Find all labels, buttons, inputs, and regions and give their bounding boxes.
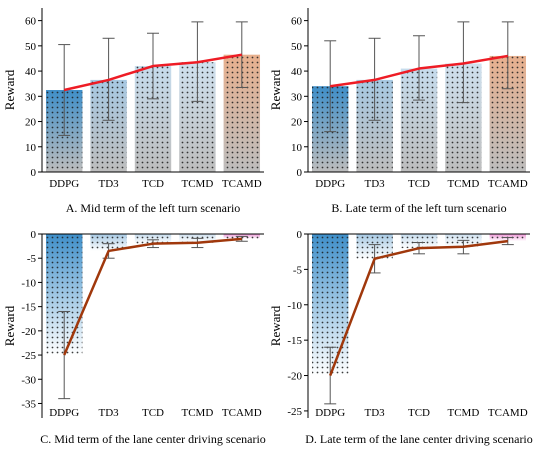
x-tick-label: DDPG	[315, 178, 345, 190]
panel-caption: B. Late term of the left turn scenario	[331, 201, 506, 215]
chart-panel-0: 0 10 20 30 40 50 60 DDPG TD3 TCD TCMD TCAMD Reward A.…	[2, 8, 264, 215]
y-tick-label: -20	[287, 371, 302, 383]
y-tick-label: -25	[287, 406, 302, 418]
bar-pattern-tcd	[400, 234, 438, 249]
y-tick-label: 20	[25, 117, 37, 129]
y-axis-title: Reward	[268, 69, 283, 110]
y-axis-title: Reward	[268, 305, 283, 346]
panel-caption: C. Mid term of the lane center driving s…	[40, 432, 266, 446]
y-tick-label: 20	[291, 117, 303, 129]
y-tick-label: 0	[297, 167, 303, 179]
y-tick-label: -10	[287, 300, 302, 312]
x-tick-label: TCAMD	[222, 407, 262, 419]
y-tick-label: 0	[31, 229, 37, 241]
x-tick-label: TCMD	[182, 178, 214, 190]
y-tick-label: -10	[21, 277, 36, 289]
y-tick-label: 40	[291, 66, 303, 78]
y-tick-label: 10	[25, 142, 37, 154]
y-tick-label: 60	[25, 16, 37, 28]
y-tick-label: -20	[21, 326, 36, 338]
x-tick-label: DDPG	[49, 407, 79, 419]
y-tick-label: 30	[25, 91, 37, 103]
x-tick-label: TD3	[365, 407, 386, 419]
x-tick-label: TCAMD	[222, 178, 262, 190]
x-tick-label: TCD	[142, 178, 164, 190]
y-tick-label: -5	[27, 253, 37, 265]
y-tick-label: 50	[291, 41, 303, 53]
chart-panel-3: 0 -5 -10 -15 -20 -25 DDPG TD3 TCD TCMD TCAMD Reward…	[268, 229, 533, 446]
y-tick-label: 0	[31, 167, 37, 179]
x-tick-label: TCAMD	[488, 178, 528, 190]
y-tick-label: 50	[25, 41, 37, 53]
y-tick-label: -15	[287, 335, 302, 347]
x-tick-label: TCD	[142, 407, 164, 419]
y-tick-label: 40	[25, 66, 37, 78]
x-tick-label: TCD	[408, 178, 430, 190]
y-tick-label: 10	[291, 142, 303, 154]
chart-panel-2: 0 -5 -10 -15 -20 -25 -30 -35 DDPG TD3 TCD TCMD TCAMD…	[2, 229, 266, 446]
y-tick-label: -15	[21, 302, 36, 314]
y-tick-label: 30	[291, 91, 303, 103]
x-tick-label: TCAMD	[488, 407, 528, 419]
y-tick-label: -5	[293, 264, 303, 276]
y-tick-label: -30	[21, 374, 36, 386]
y-tick-label: 0	[297, 229, 303, 241]
x-tick-label: TCMD	[448, 407, 480, 419]
panel-caption: A. Mid term of the left turn scenario	[66, 201, 241, 215]
x-tick-label: TCD	[408, 407, 430, 419]
trend-line	[330, 54, 509, 88]
x-tick-label: TD3	[99, 407, 120, 419]
y-tick-label: 60	[291, 16, 303, 28]
y-axis-title: Reward	[2, 305, 17, 346]
trend-line	[329, 239, 508, 376]
x-tick-label: DDPG	[315, 407, 345, 419]
chart-panel-1: 0 10 20 30 40 50 60 DDPG TD3 TCD TCMD TCAMD Reward B.…	[268, 8, 530, 215]
x-tick-label: TCMD	[182, 407, 214, 419]
y-tick-label: -35	[21, 398, 36, 410]
y-axis-title: Reward	[2, 69, 17, 110]
x-tick-label: TD3	[99, 178, 120, 190]
bar-pattern-tcd	[134, 234, 172, 244]
y-tick-label: -25	[21, 350, 36, 362]
panel-caption: D. Late term of the lane center driving …	[305, 432, 533, 446]
x-tick-label: TCMD	[448, 178, 480, 190]
trend-line	[63, 53, 243, 92]
bar-pattern-td3	[90, 234, 127, 251]
trend-line	[63, 237, 242, 356]
x-tick-label: TD3	[365, 178, 386, 190]
x-tick-label: DDPG	[49, 178, 79, 190]
